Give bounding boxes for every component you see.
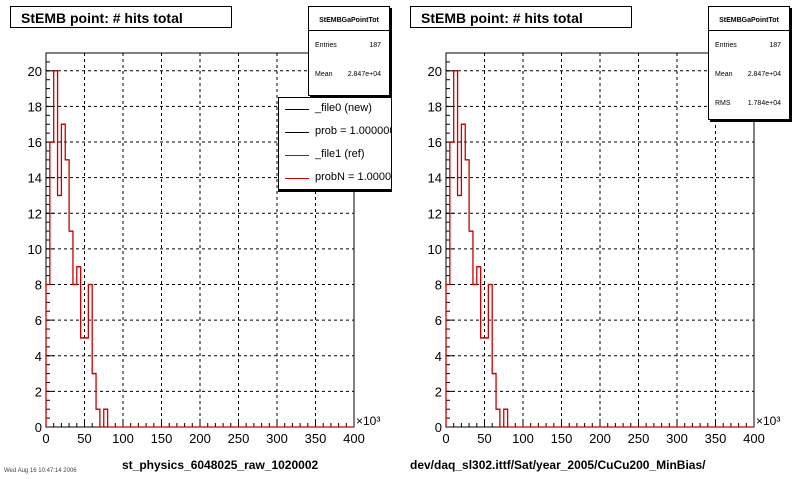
x-multiplier-label: ×10³: [756, 414, 780, 428]
y-tick-label: 12: [428, 206, 442, 221]
stats-label: Mean: [715, 71, 733, 78]
x-tick-label: 150: [551, 431, 573, 446]
y-tick-label: 20: [428, 64, 442, 79]
stats-label: Mean: [315, 71, 333, 78]
stats-title: StEMBGaPointTot: [709, 7, 789, 31]
legend-entry-probn: probN = 1.000000: [279, 167, 392, 189]
stats-row-entries: Entries 187: [309, 31, 389, 60]
y-tick-label: 16: [28, 135, 42, 150]
x-axis-title: dev/daq_sl302.ittf/Sat/year_2005/CuCu200…: [410, 458, 706, 472]
y-tick-label: 6: [35, 313, 42, 328]
x-tick-label: 350: [305, 431, 327, 446]
stats-value: 187: [769, 42, 781, 49]
left-histogram: 0 50 100 150 200 250 300 350 400 0 2 4 6 8 10 12 14 16 18 2…: [28, 52, 380, 446]
legend: _file0 (new) prob = 1.000000 _file1 (ref…: [278, 97, 392, 192]
y-tick-label: 4: [435, 349, 442, 364]
x-tick-label: 300: [266, 431, 288, 446]
x-tick-label: 50: [77, 431, 91, 446]
x-tick-label: 400: [343, 431, 365, 446]
legend-line-black: [285, 132, 309, 133]
x-tick-label: 400: [743, 431, 765, 446]
stats-box: StEMBGaPointTot Entries 187 Mean 2.847e+…: [708, 6, 790, 120]
right-histogram-panel: StEMB point: # hits total 0 50 100 150 200 25…: [400, 0, 800, 480]
x-tick-label: 300: [666, 431, 688, 446]
x-tick-label: 250: [228, 431, 250, 446]
y-tick-label: 6: [435, 313, 442, 328]
x-tick-label: 350: [705, 431, 727, 446]
y-tick-label: 12: [28, 206, 42, 221]
y-tick-label: 20: [28, 64, 42, 79]
legend-entry-prob: prob = 1.000000: [279, 121, 391, 144]
y-tick-label: 8: [435, 278, 442, 293]
x-multiplier-label: ×10³: [356, 414, 380, 428]
x-tick-label: 100: [112, 431, 134, 446]
stats-row-entries: Entries 187: [709, 31, 789, 60]
legend-entry-ref: _file1 (ref): [279, 144, 391, 167]
stats-row-rms: RMS 1.784e+04: [709, 89, 789, 118]
x-tick-label: 0: [442, 431, 449, 446]
y-tick-label: 14: [28, 171, 42, 186]
stats-value: 187: [369, 42, 381, 49]
stats-label: RMS: [715, 100, 731, 107]
legend-label: _file1 (ref): [315, 148, 365, 160]
y-tick-label: 18: [28, 99, 42, 114]
y-tick-label: 2: [35, 384, 42, 399]
stats-label: Entries: [715, 42, 737, 49]
y-tick-label: 10: [428, 242, 442, 257]
right-histogram: 0 50 100 150 200 250 300 350 400 0 2 4 6 8 10 12 14 16 18 2…: [428, 52, 780, 446]
x-tick-label: 50: [477, 431, 491, 446]
y-tick-label: 0: [435, 420, 442, 435]
stats-title: StEMBGaPointTot: [309, 7, 389, 31]
x-tick-label: 100: [512, 431, 534, 446]
legend-line-black: [285, 109, 309, 110]
timestamp-footnote: Wed Aug 16 10:47:14 2006: [4, 468, 77, 474]
stats-label: Entries: [315, 42, 337, 49]
legend-label: probN = 1.000000: [315, 171, 392, 183]
x-tick-label: 200: [589, 431, 611, 446]
legend-label: _file0 (new): [315, 102, 372, 114]
stats-value: 1.784e+04: [747, 100, 781, 107]
legend-entry-new: _file0 (new): [279, 98, 391, 121]
stats-value: 2.847e+04: [747, 71, 781, 78]
legend-label: prob = 1.000000: [315, 125, 392, 137]
chart-title: StEMB point: # hits total: [410, 6, 632, 28]
x-tick-label: 200: [189, 431, 211, 446]
x-tick-label: 150: [151, 431, 173, 446]
y-tick-label: 18: [428, 99, 442, 114]
stats-row-mean: Mean 2.847e+04: [309, 60, 389, 89]
chart-title: StEMB point: # hits total: [10, 6, 232, 28]
left-histogram-panel: StEMB point: # hits total 0 50 100 150 200 25…: [4, 6, 392, 474]
y-tick-label: 2: [435, 384, 442, 399]
y-tick-label: 10: [28, 242, 42, 257]
y-tick-label: 8: [35, 278, 42, 293]
legend-line-red: [285, 178, 309, 179]
stats-row-mean: Mean 2.847e+04: [709, 60, 789, 89]
legend-line-red: [285, 155, 309, 156]
y-tick-label: 16: [428, 135, 442, 150]
x-axis-title: st_physics_6048025_raw_1020002: [122, 458, 319, 472]
y-tick-label: 0: [35, 420, 42, 435]
y-tick-label: 14: [428, 171, 442, 186]
stats-box: StEMBGaPointTot Entries 187 Mean 2.847e+…: [308, 6, 390, 96]
x-tick-label: 0: [42, 431, 49, 446]
stats-value: 2.847e+04: [347, 71, 381, 78]
x-tick-label: 250: [628, 431, 650, 446]
y-tick-label: 4: [35, 349, 42, 364]
